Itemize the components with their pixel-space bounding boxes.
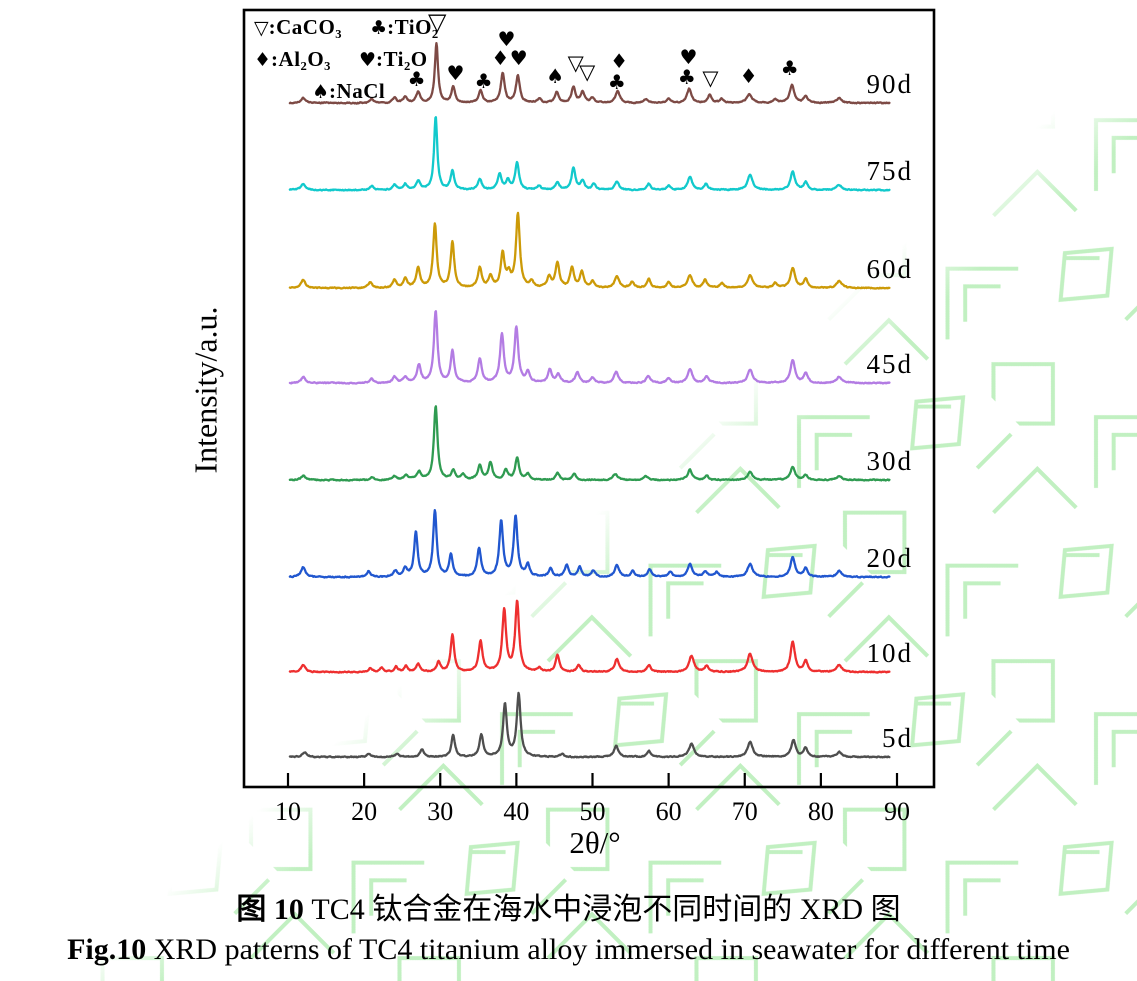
- caption-chinese-number: 图 10: [236, 893, 304, 926]
- series-curve-30d: [288, 405, 891, 482]
- legend-item-al2o3: ♦:Al₂O₃: [254, 47, 331, 72]
- plot-border: [242, 8, 936, 789]
- peak-marker-triangle-down-icon: ▽: [568, 51, 585, 75]
- series-curve-75d: [288, 116, 891, 192]
- x-tick-label: 10: [275, 797, 301, 826]
- x-tick-label: 40: [503, 797, 529, 826]
- series-label-10d: 10d: [867, 638, 914, 668]
- peak-marker-club-icon: ♣: [678, 65, 696, 89]
- peak-marker-club-icon: ♣: [408, 67, 426, 91]
- heart-icon: ♥: [358, 49, 377, 71]
- peak-marker-diamond-icon: ♦: [740, 64, 758, 88]
- legend: ▽:CaCO₃ ♣:TiO₂ ♦:Al₂O₃ ♥:Ti₂O ♠:NaCl: [254, 15, 439, 111]
- series-curve-10d: [288, 599, 891, 674]
- legend-label: :CaCO₃: [268, 15, 343, 39]
- series-label-75d: 75d: [867, 156, 914, 186]
- series-label-30d: 30d: [867, 446, 914, 476]
- peak-marker-club-icon: ♣: [781, 56, 799, 80]
- x-tick-label: 20: [351, 797, 377, 826]
- peak-marker-triangle-down-icon: ▽: [579, 60, 596, 84]
- series-label-60d: 60d: [867, 254, 914, 284]
- legend-row-3: ♠:NaCl: [312, 79, 439, 104]
- peak-marker-heart-icon: ♥: [447, 61, 465, 85]
- x-tick-label: 90: [884, 797, 910, 826]
- peak-marker-heart-icon: ♥: [498, 27, 516, 51]
- series-label-5d: 5d: [882, 723, 913, 753]
- caption-chinese-text: TC4 钛合金在海水中浸泡不同时间的 XRD 图: [303, 893, 901, 926]
- peak-marker-heart-icon: ♥: [510, 46, 528, 70]
- caption-english: Fig.10 XRD patterns of TC4 titanium allo…: [0, 933, 1137, 967]
- peak-marker-spade-icon: ♠: [546, 64, 564, 88]
- series-label-45d: 45d: [867, 349, 914, 379]
- peak-marker-triangle-down-icon: ▽: [702, 66, 719, 90]
- peak-marker-diamond-icon: ♦: [491, 46, 509, 70]
- peak-marker-heart-icon: ♥: [679, 45, 697, 69]
- caption-chinese: 图 10 TC4 钛合金在海水中浸泡不同时间的 XRD 图: [0, 884, 1137, 928]
- legend-item-caco3: ▽:CaCO₃: [254, 15, 342, 40]
- series-curve-20d: [288, 508, 891, 579]
- series-curve-45d: [288, 310, 891, 385]
- series-label-90d: 90d: [867, 69, 914, 99]
- legend-label: :Al₂O₃: [271, 47, 331, 71]
- caption-english-text: XRD patterns of TC4 titanium alloy immer…: [146, 933, 1070, 966]
- x-tick-label: 60: [656, 797, 682, 826]
- legend-row-2: ♦:Al₂O₃ ♥:Ti₂O: [254, 47, 439, 72]
- series-curve-5d: [288, 691, 891, 759]
- diamond-icon: ♦: [254, 49, 272, 71]
- x-axis-label: 2θ/°: [569, 825, 621, 860]
- caption-english-number: Fig.10: [67, 933, 147, 966]
- x-tick-label: 70: [732, 797, 758, 826]
- legend-item-tio2: ♣:TiO₂: [370, 15, 439, 40]
- legend-label: :NaCl: [329, 79, 386, 103]
- peak-marker-club-icon: ♣: [608, 70, 626, 94]
- triangle-down-icon: ▽: [254, 17, 269, 39]
- club-icon: ♣: [370, 17, 388, 39]
- legend-item-nacl: ♠:NaCl: [312, 79, 385, 104]
- legend-item-ti2o: ♥:Ti₂O: [359, 47, 428, 72]
- peak-marker-club-icon: ♣: [475, 69, 493, 93]
- spade-icon: ♠: [312, 81, 330, 103]
- peak-marker-diamond-icon: ♦: [610, 49, 628, 73]
- legend-row-1: ▽:CaCO₃ ♣:TiO₂: [254, 15, 439, 40]
- legend-label: :TiO₂: [387, 15, 439, 39]
- peak-marker-triangle-down-icon: ▽: [428, 8, 447, 36]
- x-tick-label: 30: [427, 797, 453, 826]
- series-curve-60d: [288, 211, 891, 290]
- series-curve-90d: [288, 41, 891, 105]
- series-label-20d: 20d: [867, 543, 914, 573]
- y-axis-label: Intensity/a.u.: [187, 306, 224, 474]
- legend-label: :Ti₂O: [376, 47, 428, 71]
- x-tick-label: 80: [808, 797, 834, 826]
- x-tick-label: 50: [580, 797, 606, 826]
